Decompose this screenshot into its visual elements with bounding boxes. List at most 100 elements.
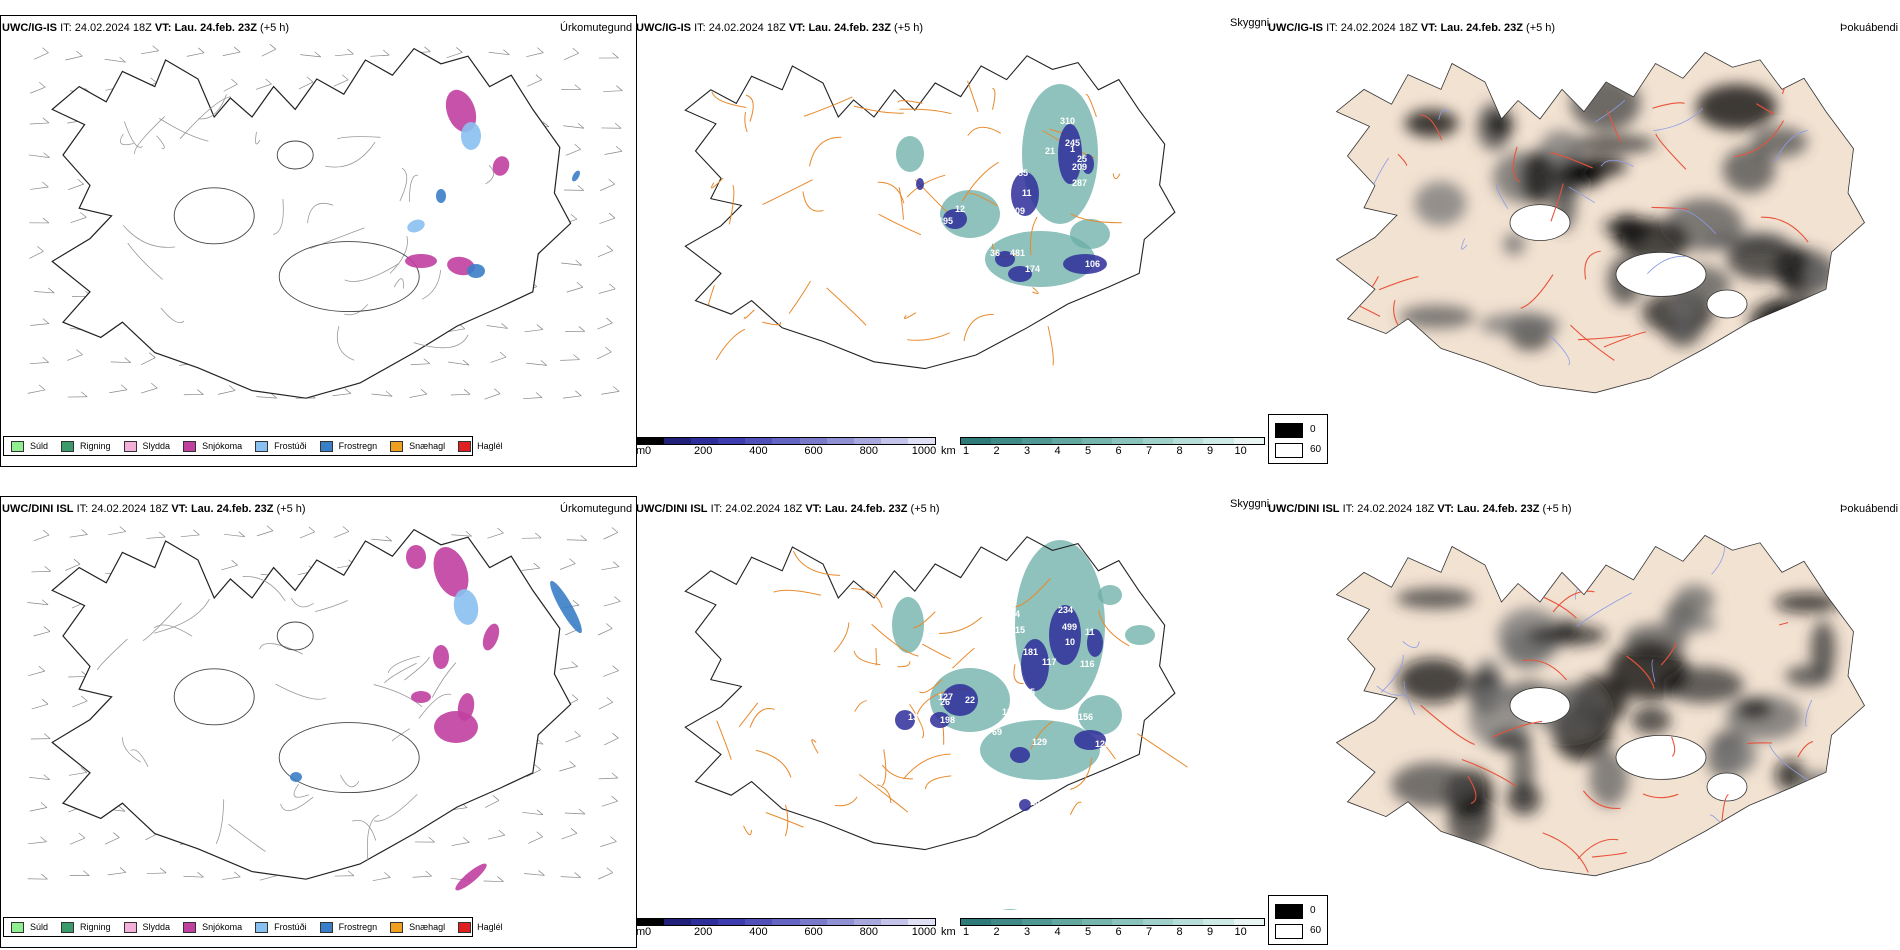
- wind-barb: [299, 526, 316, 539]
- wind-barb: [183, 389, 204, 396]
- wind-barb: [410, 358, 430, 366]
- road-line: [1734, 120, 1784, 158]
- road-line: [811, 739, 819, 754]
- wind-barb: [451, 837, 470, 846]
- wind-barb: [140, 45, 159, 55]
- colorbar-tick-label: 2: [993, 445, 1000, 457]
- river-line: [1402, 641, 1420, 649]
- colorbar-segment: [637, 919, 665, 925]
- ceiling-area: [1087, 629, 1103, 657]
- legend-swatch: [255, 921, 269, 933]
- precip-area: [436, 189, 446, 203]
- precip-area: [411, 691, 431, 703]
- precip-area: [572, 170, 580, 182]
- road-line: [1397, 153, 1408, 167]
- legend-swatch: [123, 921, 137, 933]
- fog-area: [1751, 126, 1808, 158]
- road-line: [1570, 324, 1615, 361]
- ceiling-value-label: 122: [1095, 739, 1110, 749]
- wind-barb: [67, 349, 83, 361]
- ceiling-value-label: 174: [1025, 264, 1040, 274]
- wind-barb: [598, 772, 619, 780]
- road-line: [716, 720, 732, 760]
- wind-barb: [565, 144, 581, 156]
- it-value: 24.02.2024 18Z: [1357, 503, 1435, 515]
- wind-barb: [110, 357, 131, 364]
- legend-label: Súld: [30, 441, 49, 451]
- colorbar-segment: [991, 438, 1022, 444]
- fog-area: [1722, 146, 1776, 193]
- road-line: [903, 753, 951, 780]
- panel-title-bottom-right: UWC/DINI ISL IT: 24.02.2024 18Z VT: Lau.…: [1268, 503, 1572, 515]
- colorbar-segment: [1173, 438, 1204, 444]
- fog-area: [1570, 75, 1641, 131]
- precip-legend-item: Snjókoma: [183, 440, 242, 452]
- model-name: UWC/IG-IS: [1268, 22, 1323, 34]
- precip-area: [406, 545, 426, 569]
- road-line: [899, 108, 952, 115]
- river-line: [1774, 130, 1808, 163]
- vt-label: VT:: [1437, 503, 1454, 515]
- panel-title-bottom-middle: UWC/DINI ISL IT: 24.02.2024 18Z VT: Lau.…: [636, 503, 940, 515]
- fog-area: [1664, 613, 1717, 633]
- ceiling-value-label: 209: [1072, 162, 1087, 172]
- wind-barb: [108, 526, 127, 536]
- wind-barb: [598, 867, 613, 880]
- ceiling-area: [1019, 799, 1031, 811]
- road-line: [293, 783, 310, 798]
- panel-kind-fog-bottom: Þokuábendi: [1840, 503, 1899, 515]
- wind-barb: [30, 318, 50, 326]
- it-label: IT:: [76, 503, 89, 515]
- road-line: [392, 728, 411, 742]
- wind-barb: [484, 388, 501, 400]
- road-line: [127, 242, 163, 280]
- road-line: [280, 796, 314, 812]
- fog-legend-label: 0: [1310, 424, 1316, 435]
- wind-barb: [446, 47, 463, 59]
- road-line: [871, 623, 919, 657]
- wind-barb: [526, 47, 544, 58]
- road-line: [1467, 775, 1477, 805]
- wind-barb: [371, 535, 392, 542]
- wind-barb: [566, 535, 587, 541]
- colorbar-tick-label: 5: [1085, 445, 1092, 457]
- wind-barb: [521, 532, 542, 539]
- wind-barb: [298, 76, 314, 90]
- wind-barb: [527, 74, 543, 87]
- wind-barb: [146, 531, 166, 539]
- road-line: [1606, 110, 1622, 143]
- wind-barb: [524, 324, 544, 333]
- ceiling-value-label: 499: [1062, 622, 1077, 632]
- precip-type-map-top: [27, 43, 623, 400]
- colorbar-segment: [1021, 919, 1052, 925]
- fog-area: [1520, 150, 1557, 205]
- wind-barb: [180, 529, 200, 538]
- ceiling-value-label: 10: [1065, 637, 1075, 647]
- ceiling-value-label: 19: [1002, 707, 1012, 717]
- coastline: [684, 55, 1176, 370]
- wind-barb: [603, 527, 619, 540]
- road-line: [1520, 274, 1554, 309]
- river-line: [1600, 159, 1634, 167]
- wind-barb: [561, 828, 578, 840]
- it-value: 24.02.2024 18Z: [1340, 22, 1418, 34]
- wind-barb: [27, 384, 46, 394]
- visibility-area: [1002, 909, 1018, 910]
- visibility-colorbar-top: 1 2 3 4 5 6 7 8 9 10 km: [941, 437, 1265, 457]
- road-line: [1721, 793, 1729, 822]
- vt-label: VT:: [1420, 22, 1438, 34]
- road-line: [903, 312, 917, 319]
- road-line: [1582, 790, 1621, 809]
- colorbar-segment: [1021, 438, 1052, 444]
- fog-legend-swatch: [1275, 924, 1303, 939]
- wind-barb: [564, 47, 579, 61]
- wind-barb: [523, 392, 543, 400]
- colorbar-strip: [636, 437, 936, 445]
- wind-barb: [69, 832, 86, 845]
- glacier-outline: [1706, 289, 1748, 319]
- colorbar-segment: [691, 919, 719, 925]
- wind-barb: [67, 178, 84, 191]
- fog-area: [1490, 730, 1533, 752]
- legend-swatch: [458, 921, 472, 933]
- wind-barb: [27, 599, 49, 606]
